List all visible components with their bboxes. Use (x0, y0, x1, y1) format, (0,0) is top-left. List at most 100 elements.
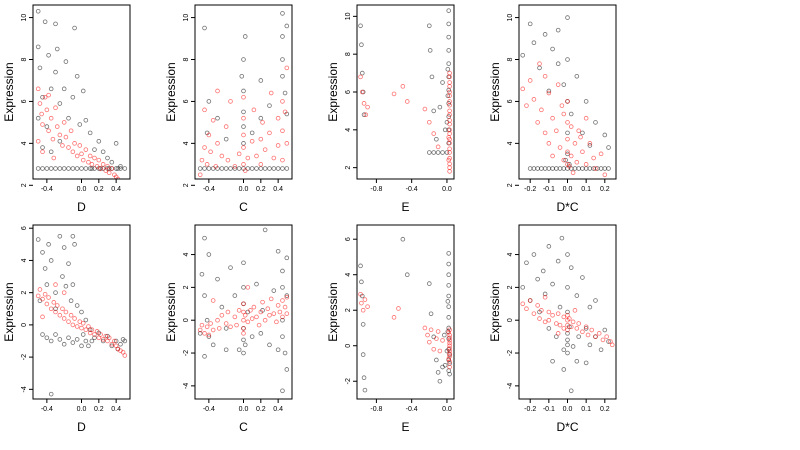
red-data-point (53, 282, 58, 287)
red-data-point (35, 86, 41, 92)
red-data-point (202, 107, 207, 113)
red-data-point (100, 162, 106, 167)
black-data-point (267, 103, 272, 108)
black-data-point (568, 388, 574, 394)
black-data-point (72, 25, 77, 31)
black-data-point (598, 166, 604, 171)
black-data-point (527, 166, 533, 171)
red-data-point (600, 337, 606, 343)
red-data-point (42, 94, 48, 100)
red-data-point (447, 93, 452, 99)
black-data-point (542, 32, 548, 37)
black-data-point (520, 285, 526, 290)
red-data-point (40, 149, 45, 155)
black-data-point (57, 233, 63, 239)
red-data-point (245, 285, 251, 290)
red-data-point (254, 314, 259, 320)
red-data-point (245, 319, 251, 325)
black-data-point (197, 331, 203, 336)
black-data-point (44, 282, 50, 287)
red-data-point (447, 108, 452, 114)
red-data-point (446, 330, 452, 335)
red-data-point (427, 119, 432, 125)
red-data-point (587, 141, 593, 146)
red-data-point (602, 172, 608, 178)
y-tick-label: 4 (507, 141, 514, 145)
black-data-point (61, 86, 67, 92)
x-tick-label: -0.1 (543, 406, 555, 413)
y-tick-label: 6 (345, 237, 352, 241)
black-data-point (37, 65, 43, 71)
black-data-point (280, 57, 285, 62)
black-data-point (236, 347, 242, 353)
red-data-point (39, 111, 44, 117)
black-data-point (580, 275, 585, 280)
black-data-point (44, 124, 50, 129)
points-group (35, 8, 128, 179)
black-data-point (267, 342, 272, 348)
black-data-point (35, 44, 41, 50)
black-data-point (587, 143, 593, 148)
black-data-point (241, 109, 246, 115)
red-data-point (580, 149, 585, 155)
red-data-point (275, 115, 281, 121)
black-data-point (359, 70, 365, 76)
black-data-point (358, 23, 363, 29)
black-data-point (446, 272, 452, 278)
black-data-point (280, 334, 285, 339)
red-data-point (546, 309, 552, 315)
black-data-point (282, 350, 288, 356)
red-data-point (267, 312, 272, 318)
black-data-point (280, 268, 285, 274)
red-data-point (112, 338, 117, 344)
black-data-point (444, 348, 450, 354)
black-data-point (542, 166, 548, 171)
black-data-point (593, 298, 598, 303)
red-data-point (546, 317, 552, 323)
red-data-point (256, 322, 262, 328)
x-axis-label: D*C (556, 200, 578, 214)
red-data-point (72, 316, 77, 321)
black-data-point (442, 362, 448, 368)
red-data-point (245, 155, 251, 161)
black-data-point (527, 21, 533, 27)
points-group (520, 15, 611, 179)
x-tick-label: 0.4 (111, 186, 121, 193)
black-data-point (447, 371, 452, 377)
black-data-point (54, 46, 60, 52)
red-data-point (241, 326, 246, 331)
red-data-point (284, 294, 290, 300)
black-data-point (446, 293, 452, 299)
black-data-point (565, 350, 570, 356)
red-data-point (568, 324, 574, 330)
red-data-point (63, 309, 69, 315)
red-data-point (68, 128, 74, 134)
red-data-point (242, 312, 248, 318)
black-data-point (561, 367, 567, 372)
black-data-point (362, 387, 368, 393)
black-data-point (568, 111, 574, 117)
red-data-point (422, 106, 428, 112)
red-data-point (447, 74, 452, 80)
y-tick-label: 10 (21, 14, 28, 22)
red-data-point (79, 325, 84, 331)
black-data-point (606, 166, 611, 171)
red-data-point (122, 353, 128, 358)
red-data-point (550, 312, 555, 318)
red-data-point (61, 120, 67, 125)
black-data-point (550, 46, 555, 52)
red-data-point (570, 170, 576, 176)
black-data-point (565, 285, 570, 290)
red-data-point (40, 296, 45, 302)
black-data-point (446, 34, 452, 40)
red-data-point (260, 299, 265, 305)
black-data-point (428, 311, 434, 317)
y-tick-label: 4 (21, 141, 28, 145)
black-data-point (554, 166, 559, 171)
black-data-point (437, 104, 443, 110)
black-data-point (241, 88, 246, 94)
black-data-point (61, 166, 67, 171)
black-data-point (241, 141, 246, 146)
red-data-point (565, 322, 570, 328)
red-data-point (197, 327, 203, 333)
